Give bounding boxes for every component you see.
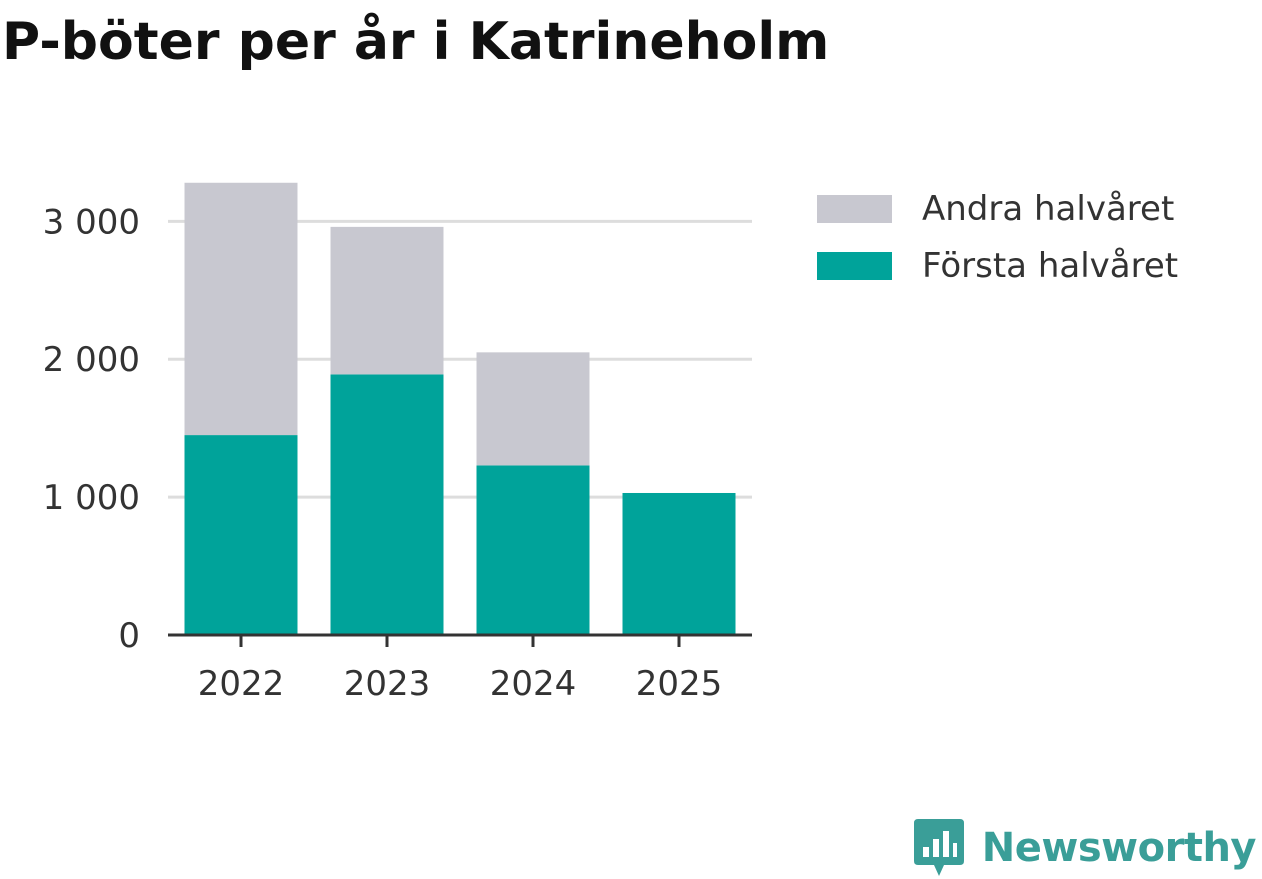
y-tick-label: 2 000 bbox=[43, 340, 140, 380]
y-tick-label: 1 000 bbox=[43, 478, 140, 518]
newsworthy-brand-name: Newsworthy bbox=[981, 825, 1257, 871]
bar-2023-series-0 bbox=[330, 374, 444, 635]
legend-item-andra-halvaret: Andra halvåret bbox=[817, 180, 1178, 237]
bar-2025-series-0 bbox=[622, 492, 736, 635]
bar-2024-series-1 bbox=[476, 352, 590, 466]
legend-label-forsta-halvaret: Första halvåret bbox=[922, 245, 1179, 286]
x-tick-label: 2022 bbox=[198, 664, 285, 704]
legend-swatch-andra-halvaret bbox=[817, 194, 892, 223]
y-tick-label: 0 bbox=[118, 616, 140, 656]
newsworthy-brand: Newsworthy bbox=[913, 819, 1257, 877]
bar-2024-series-0 bbox=[476, 465, 590, 635]
bars bbox=[184, 182, 736, 635]
legend: Andra halvåret Första halvåret bbox=[817, 180, 1178, 294]
y-tick-label: 3 000 bbox=[43, 202, 140, 242]
newsworthy-logo-icon bbox=[913, 819, 964, 876]
chart-title: P-böter per år i Katrineholm bbox=[2, 12, 830, 72]
x-tick-label: 2024 bbox=[490, 664, 577, 704]
axes: 0 1 000 2 000 3 000 2022 2023 2024 2025 bbox=[43, 202, 752, 704]
legend-item-forsta-halvaret: Första halvåret bbox=[817, 237, 1178, 294]
bar-2023-series-1 bbox=[330, 226, 444, 375]
x-tick-label: 2025 bbox=[636, 664, 723, 704]
bar-2022-series-1 bbox=[184, 182, 298, 436]
legend-swatch-forsta-halvaret bbox=[817, 251, 892, 280]
x-tick-label: 2023 bbox=[344, 664, 431, 704]
legend-label-andra-halvaret: Andra halvåret bbox=[922, 188, 1175, 229]
bar-2022-series-0 bbox=[184, 435, 298, 635]
